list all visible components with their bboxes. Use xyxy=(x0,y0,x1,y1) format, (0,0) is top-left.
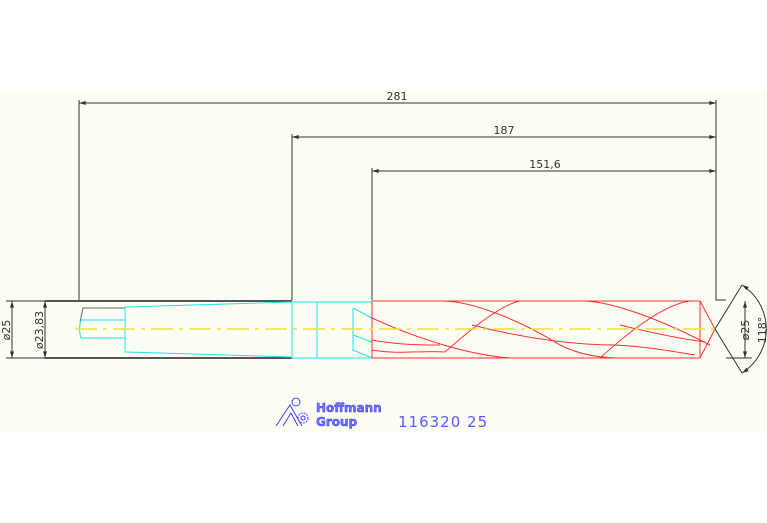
dim-drill-diameter: ø25 xyxy=(739,320,752,341)
taper-section xyxy=(79,301,373,359)
dim-taper-diameter: ø23,83 xyxy=(33,311,46,349)
dim-flute-length: 151,6 xyxy=(529,158,561,171)
hoffmann-logo xyxy=(275,397,309,427)
left-diameter-dims xyxy=(6,300,47,359)
dim-point-angle: 118° xyxy=(756,317,767,344)
shank-outline xyxy=(45,300,292,359)
tang-outline xyxy=(79,307,125,323)
right-diameter-dims xyxy=(714,284,767,374)
logo-text-line1: Hoffmann xyxy=(316,401,382,415)
part-number: 116320 25 xyxy=(398,413,488,431)
logo-text-line2: Group xyxy=(316,415,358,429)
drawing-area xyxy=(0,90,767,432)
length-dimensions xyxy=(78,100,726,301)
dim-shank-diameter: ø25 xyxy=(0,320,13,341)
dim-shank-to-tip: 187 xyxy=(494,124,515,137)
dim-overall-length: 281 xyxy=(387,90,408,103)
